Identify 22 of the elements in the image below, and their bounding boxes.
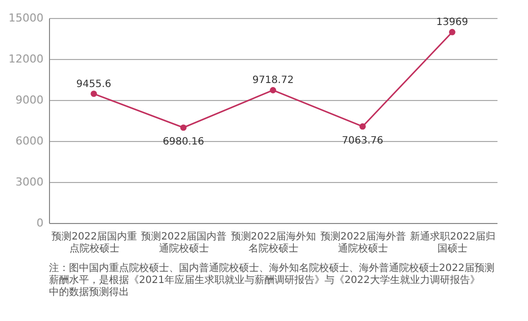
- data-label: 9718.72: [252, 75, 294, 86]
- data-label: 6980.16: [162, 136, 204, 148]
- data-label: 7063.76: [342, 135, 384, 146]
- x-tick-label: 预测2022届海外普通院校硕士: [320, 230, 406, 254]
- x-tick-label: 预测2022届海外知名院校硕士: [230, 230, 316, 254]
- x-tick-label: 预测2022届国内普通院校硕士: [141, 230, 227, 254]
- point: [449, 28, 456, 36]
- x-tick-label: 新通求职2022届归国硕士: [410, 230, 496, 254]
- data-label: 13969: [436, 17, 468, 28]
- y-tick-label: 15000: [8, 12, 44, 24]
- data-label: 9455.6: [76, 78, 112, 90]
- point: [180, 124, 187, 131]
- y-tick-label: 0: [36, 216, 44, 230]
- point: [90, 90, 97, 97]
- point: [359, 123, 366, 130]
- text: 注：图中国内重点院校硕士、国内普通院校硕士、海外知名院校硕士、海外普通院校硕士2022届预测薪酬水平，是根据《2021年应届生求职就业与薪酬调研报告》与《2022大学生就业力调研报告》中的数据预测得出: [49, 262, 494, 298]
- y-tick-label: 3000: [16, 176, 44, 188]
- y-tick-label: 12000: [8, 52, 44, 66]
- point: [270, 87, 276, 94]
- y-tick-label: 6000: [16, 134, 44, 148]
- x-tick-label: 预测2022届国内重点院校硕士: [52, 230, 138, 254]
- y-tick-label: 9000: [16, 94, 44, 106]
